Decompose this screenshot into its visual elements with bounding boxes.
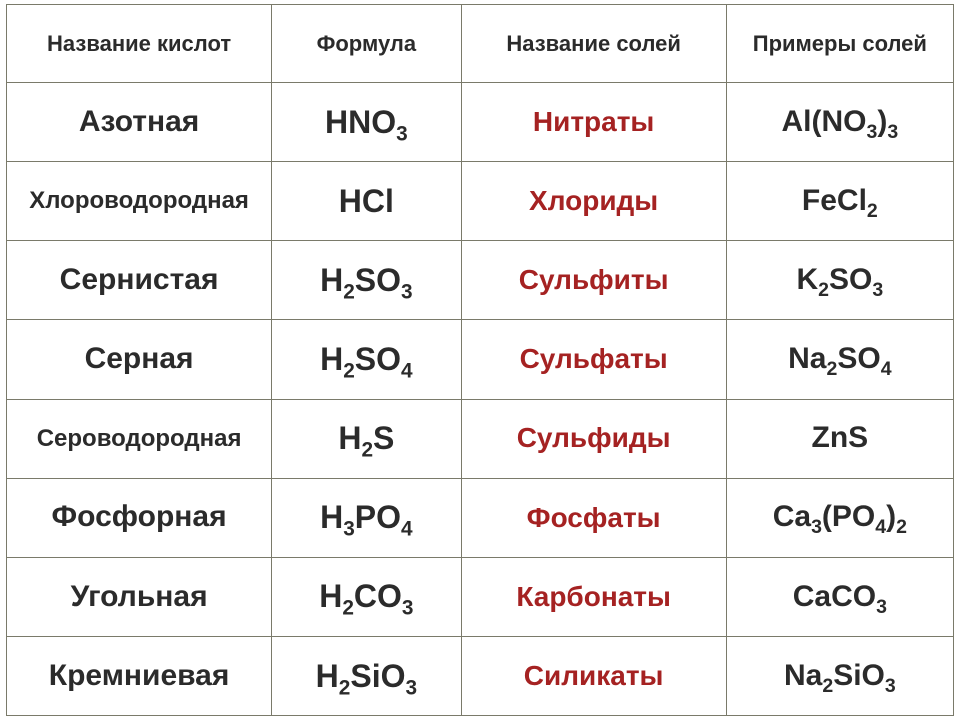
- acid-name-cell: Сероводородная: [7, 399, 272, 478]
- header-salt: Название солей: [461, 5, 726, 83]
- salt-name-cell: Карбонаты: [461, 557, 726, 636]
- formula-cell: H2SO3: [272, 241, 461, 320]
- salt-name-cell: Сульфаты: [461, 320, 726, 399]
- table-header-row: Название кислот Формула Название солей П…: [7, 5, 954, 83]
- acid-name-cell: Угольная: [7, 557, 272, 636]
- formula-cell: H3PO4: [272, 478, 461, 557]
- formula-cell: HNO3: [272, 83, 461, 162]
- table-row: КремниеваяH2SiO3СиликатыNa2SiO3: [7, 636, 954, 715]
- table-row: ФосфорнаяH3PO4ФосфатыCa3(PO4)2: [7, 478, 954, 557]
- table-body: АзотнаяHNO3НитратыAl(NO3)3Хлороводородна…: [7, 83, 954, 716]
- formula-cell: HCl: [272, 162, 461, 241]
- header-acid: Название кислот: [7, 5, 272, 83]
- acid-name-cell: Хлороводородная: [7, 162, 272, 241]
- formula-cell: H2SiO3: [272, 636, 461, 715]
- salt-example-cell: K2SO3: [726, 241, 953, 320]
- table-row: ХлороводороднаяHClХлоридыFeCl2: [7, 162, 954, 241]
- salt-name-cell: Фосфаты: [461, 478, 726, 557]
- table-row: СернистаяH2SO3СульфитыK2SO3: [7, 241, 954, 320]
- acid-name-cell: Кремниевая: [7, 636, 272, 715]
- salt-example-cell: Na2SiO3: [726, 636, 953, 715]
- salt-example-cell: FeCl2: [726, 162, 953, 241]
- salt-name-cell: Хлориды: [461, 162, 726, 241]
- formula-cell: H2CO3: [272, 557, 461, 636]
- header-example: Примеры солей: [726, 5, 953, 83]
- page: Название кислот Формула Название солей П…: [0, 0, 960, 720]
- acid-name-cell: Азотная: [7, 83, 272, 162]
- formula-cell: H2S: [272, 399, 461, 478]
- salt-example-cell: Ca3(PO4)2: [726, 478, 953, 557]
- header-formula: Формула: [272, 5, 461, 83]
- acid-name-cell: Сернистая: [7, 241, 272, 320]
- salt-name-cell: Сульфиты: [461, 241, 726, 320]
- acid-name-cell: Серная: [7, 320, 272, 399]
- salt-example-cell: Na2SO4: [726, 320, 953, 399]
- salt-example-cell: Al(NO3)3: [726, 83, 953, 162]
- acid-name-cell: Фосфорная: [7, 478, 272, 557]
- formula-cell: H2SO4: [272, 320, 461, 399]
- table-row: АзотнаяHNO3НитратыAl(NO3)3: [7, 83, 954, 162]
- salt-name-cell: Сульфиды: [461, 399, 726, 478]
- salt-example-cell: ZnS: [726, 399, 953, 478]
- salt-name-cell: Силикаты: [461, 636, 726, 715]
- table-row: СероводороднаяH2SСульфидыZnS: [7, 399, 954, 478]
- salt-example-cell: CaCO3: [726, 557, 953, 636]
- table-row: СернаяH2SO4СульфатыNa2SO4: [7, 320, 954, 399]
- acids-table: Название кислот Формула Название солей П…: [6, 4, 954, 716]
- salt-name-cell: Нитраты: [461, 83, 726, 162]
- table-row: УгольнаяH2CO3КарбонатыCaCO3: [7, 557, 954, 636]
